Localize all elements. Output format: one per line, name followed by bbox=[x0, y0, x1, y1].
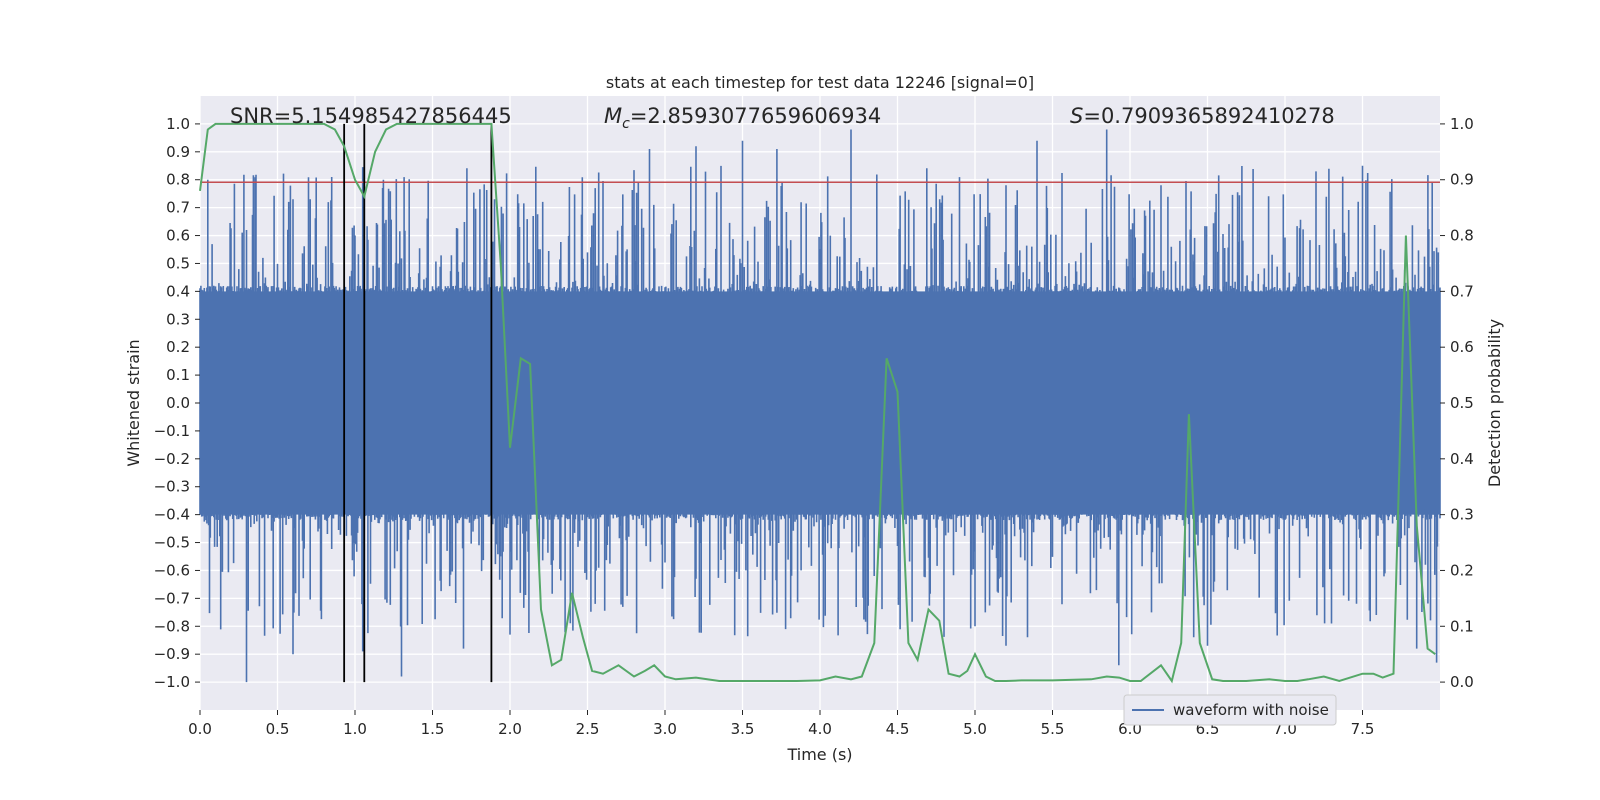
x-tick-label: 5.0 bbox=[963, 720, 987, 738]
s-annotation: S=0.7909365892410278 bbox=[1070, 104, 1335, 128]
y-tick-label: 0.2 bbox=[166, 338, 190, 356]
y2-tick-label: 0.7 bbox=[1450, 282, 1474, 300]
y-tick-label: 0.1 bbox=[166, 366, 190, 384]
x-tick-label: 0.5 bbox=[266, 720, 290, 738]
chirp-mass-annotation: Mc=2.8593077659606934 bbox=[604, 104, 881, 132]
y2-tick-label: 0.1 bbox=[1450, 617, 1474, 635]
s-value: =0.7909365892410278 bbox=[1083, 104, 1334, 128]
chirp-mass-value: =2.8593077659606934 bbox=[630, 104, 881, 128]
y-tick-label: −1.0 bbox=[154, 673, 190, 691]
x-tick-label: 3.5 bbox=[731, 720, 755, 738]
x-tick-label: 5.5 bbox=[1041, 720, 1065, 738]
y-tick-label: −0.5 bbox=[154, 534, 190, 552]
y2-axis-label: Detection probability bbox=[1485, 319, 1504, 487]
x-tick-label: 1.5 bbox=[421, 720, 445, 738]
x-tick-label: 0.0 bbox=[188, 720, 212, 738]
x-axis-label: Time (s) bbox=[786, 745, 852, 764]
waveform-line bbox=[199, 129, 1441, 683]
y-axis-label: Whitened strain bbox=[124, 339, 143, 466]
x-tick-label: 2.5 bbox=[576, 720, 600, 738]
legend: waveform with noise bbox=[1123, 694, 1337, 726]
x-tick-label: 1.0 bbox=[343, 720, 367, 738]
y-tick-label: 0.7 bbox=[166, 199, 190, 217]
vertical-markers bbox=[343, 123, 493, 683]
y2-tick-label: 1.0 bbox=[1450, 115, 1474, 133]
y-tick-label: −0.8 bbox=[154, 617, 190, 635]
y2-axis-ticks: 1.0 0.9 0.8 0.7 0.6 0.5 0.4 0.3 0.2 0.1 0.0 bbox=[1440, 115, 1474, 691]
x-tick-label: 4.0 bbox=[808, 720, 832, 738]
y-tick-label: 0.6 bbox=[166, 227, 190, 245]
y-tick-label: −0.3 bbox=[154, 478, 190, 496]
detection-probability-series bbox=[199, 122, 1436, 684]
x-tick-label: 7.5 bbox=[1351, 720, 1375, 738]
y-tick-label: −0.7 bbox=[154, 589, 190, 607]
s-symbol: S bbox=[1070, 104, 1083, 128]
y-tick-label: −0.6 bbox=[154, 561, 190, 579]
y2-tick-label: 0.6 bbox=[1450, 338, 1474, 356]
x-tick-label: 4.5 bbox=[886, 720, 910, 738]
snr-annotation: SNR=5.154985427856445 bbox=[230, 104, 512, 128]
legend-label: waveform with noise bbox=[1173, 701, 1329, 719]
chart-title: stats at each timestep for test data 122… bbox=[606, 73, 1034, 92]
y-tick-label: 0.4 bbox=[166, 282, 190, 300]
y-tick-label: −0.9 bbox=[154, 645, 190, 663]
y-tick-label: 1.0 bbox=[166, 115, 190, 133]
y-tick-label: −0.1 bbox=[154, 422, 190, 440]
y2-tick-label: 0.9 bbox=[1450, 171, 1474, 189]
y-tick-label: −0.2 bbox=[154, 450, 190, 468]
y2-tick-label: 0.0 bbox=[1450, 673, 1474, 691]
y-tick-label: 0.5 bbox=[166, 254, 190, 272]
y2-tick-label: 0.8 bbox=[1450, 227, 1474, 245]
x-tick-label: 3.0 bbox=[653, 720, 677, 738]
detection-probability-line bbox=[199, 122, 1436, 684]
y2-tick-label: 0.3 bbox=[1450, 506, 1474, 524]
y-tick-label: 0.3 bbox=[166, 310, 190, 328]
y-tick-label: 0.9 bbox=[166, 143, 190, 161]
waveform-series bbox=[199, 129, 1441, 683]
y-axis-ticks: 1.0 0.9 0.8 0.7 0.6 0.5 0.4 0.3 0.2 0.1 0.0 −0.1 −0.… bbox=[154, 115, 200, 691]
y2-tick-label: 0.2 bbox=[1450, 561, 1474, 579]
chirp-mass-symbol: M bbox=[604, 104, 622, 128]
y2-tick-label: 0.4 bbox=[1450, 450, 1474, 468]
y-tick-label: 0.8 bbox=[166, 171, 190, 189]
x-tick-label: 2.0 bbox=[498, 720, 522, 738]
y2-tick-label: 0.5 bbox=[1450, 394, 1474, 412]
chirp-mass-subscript: c bbox=[622, 116, 630, 132]
y-tick-label: 0.0 bbox=[166, 394, 190, 412]
legend-box bbox=[1123, 694, 1337, 726]
y-tick-label: −0.4 bbox=[154, 506, 190, 524]
